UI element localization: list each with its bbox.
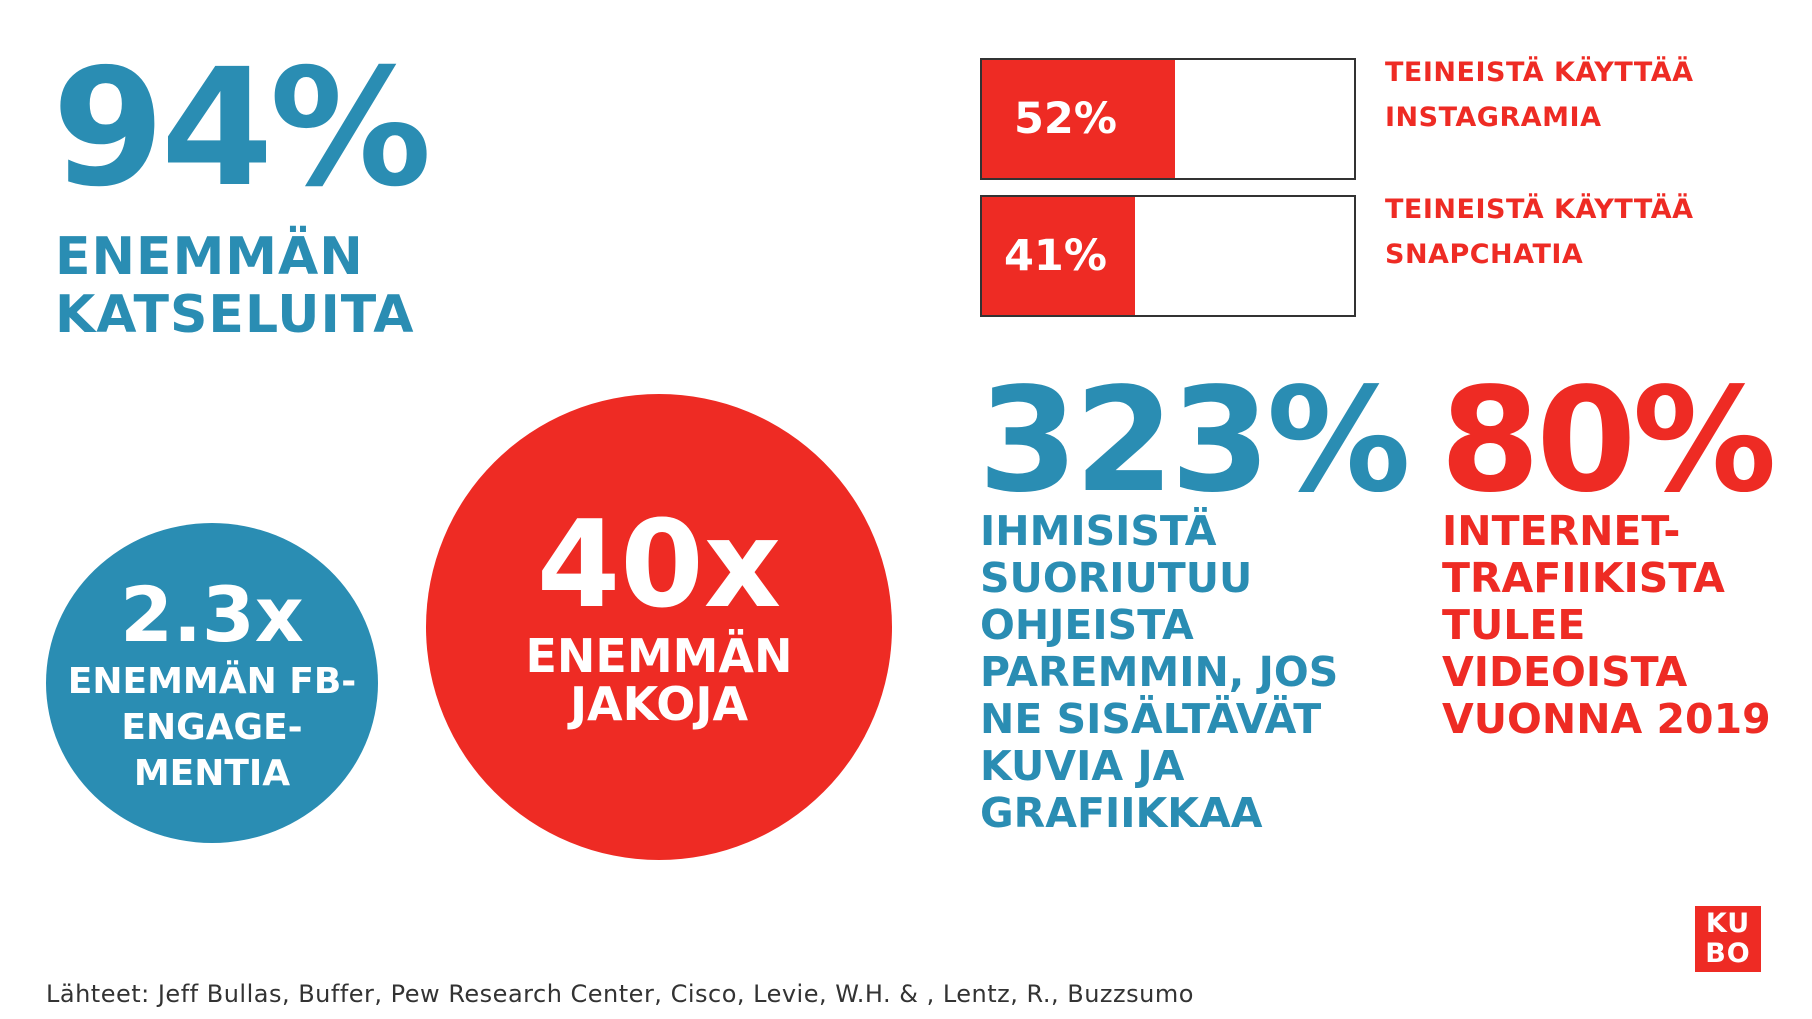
fb-engagement-line: ENGAGE- xyxy=(121,707,303,748)
stat-traffic-line: VIDEOISTA xyxy=(1442,648,1688,696)
instagram-percent: 52% xyxy=(1014,94,1117,144)
stat-instructions-label: IHMISISTÄ SUORIUTUU OHJEISTA PAREMMIN, J… xyxy=(980,508,1338,837)
shares-circle: 40x ENEMMÄN JAKOJA xyxy=(426,394,892,860)
snapchat-progress-bar: 41% xyxy=(980,195,1356,317)
instagram-label-line1: TEINEISTÄ KÄYTTÄÄ xyxy=(1385,57,1694,88)
stat-views-label: ENEMMÄN KATSELUITA xyxy=(55,227,415,345)
stat-traffic-label: INTERNET- TRAFIIKISTA TULEE VIDEOISTA VU… xyxy=(1442,508,1771,743)
shares-line: JAKOJA xyxy=(569,677,749,731)
stat-instructions-line: SUORIUTUU xyxy=(980,554,1253,602)
instagram-progress-bar: 52% xyxy=(980,58,1356,180)
shares-value: 40x xyxy=(536,496,782,635)
snapchat-progress-fill xyxy=(982,197,1135,315)
sources-footnote: Lähteet: Jeff Bullas, Buffer, Pew Resear… xyxy=(46,980,1194,1008)
stat-instructions-line: OHJEISTA xyxy=(980,601,1194,649)
stat-instructions-line: IHMISISTÄ xyxy=(980,507,1217,555)
stat-traffic-line: VUONNA 2019 xyxy=(1442,695,1771,743)
instagram-label: TEINEISTÄ KÄYTTÄÄ INSTAGRAMIA xyxy=(1385,50,1694,140)
fb-engagement-line: ENEMMÄN FB- xyxy=(67,661,357,702)
instagram-progress-fill xyxy=(982,60,1176,178)
snapchat-percent: 41% xyxy=(1004,231,1107,281)
shares-line: ENEMMÄN xyxy=(525,629,793,683)
fb-engagement-label: ENEMMÄN FB- ENGAGE- MENTIA xyxy=(68,659,356,797)
stat-views-value: 94% xyxy=(52,35,432,223)
snapchat-label: TEINEISTÄ KÄYTTÄÄ SNAPCHATIA xyxy=(1385,187,1694,277)
stat-instructions-line: GRAFIIKKAA xyxy=(980,789,1263,837)
fb-engagement-value: 2.3x xyxy=(120,570,304,659)
stat-instructions-value: 323% xyxy=(978,356,1411,524)
stat-instructions-line: NE SISÄLTÄVÄT xyxy=(980,695,1322,743)
fb-engagement-line: MENTIA xyxy=(133,753,291,794)
kubo-logo: KU BO xyxy=(1695,906,1761,972)
kubo-logo-line1: KU xyxy=(1705,908,1751,939)
stat-instructions-line: KUVIA JA xyxy=(980,742,1185,790)
stat-traffic-line: INTERNET- xyxy=(1442,507,1681,555)
kubo-logo-line2: BO xyxy=(1705,938,1751,969)
stat-traffic-line: TULEE xyxy=(1442,601,1586,649)
stat-traffic-line: TRAFIIKISTA xyxy=(1442,554,1725,602)
stat-traffic-value: 80% xyxy=(1440,356,1777,524)
shares-label: ENEMMÄN JAKOJA xyxy=(526,632,793,728)
snapchat-label-line2: SNAPCHATIA xyxy=(1385,239,1584,270)
instagram-label-line2: INSTAGRAMIA xyxy=(1385,102,1602,133)
stat-instructions-line: PAREMMIN, JOS xyxy=(980,648,1339,696)
snapchat-label-line1: TEINEISTÄ KÄYTTÄÄ xyxy=(1385,194,1694,225)
fb-engagement-circle: 2.3x ENEMMÄN FB- ENGAGE- MENTIA xyxy=(46,523,378,843)
